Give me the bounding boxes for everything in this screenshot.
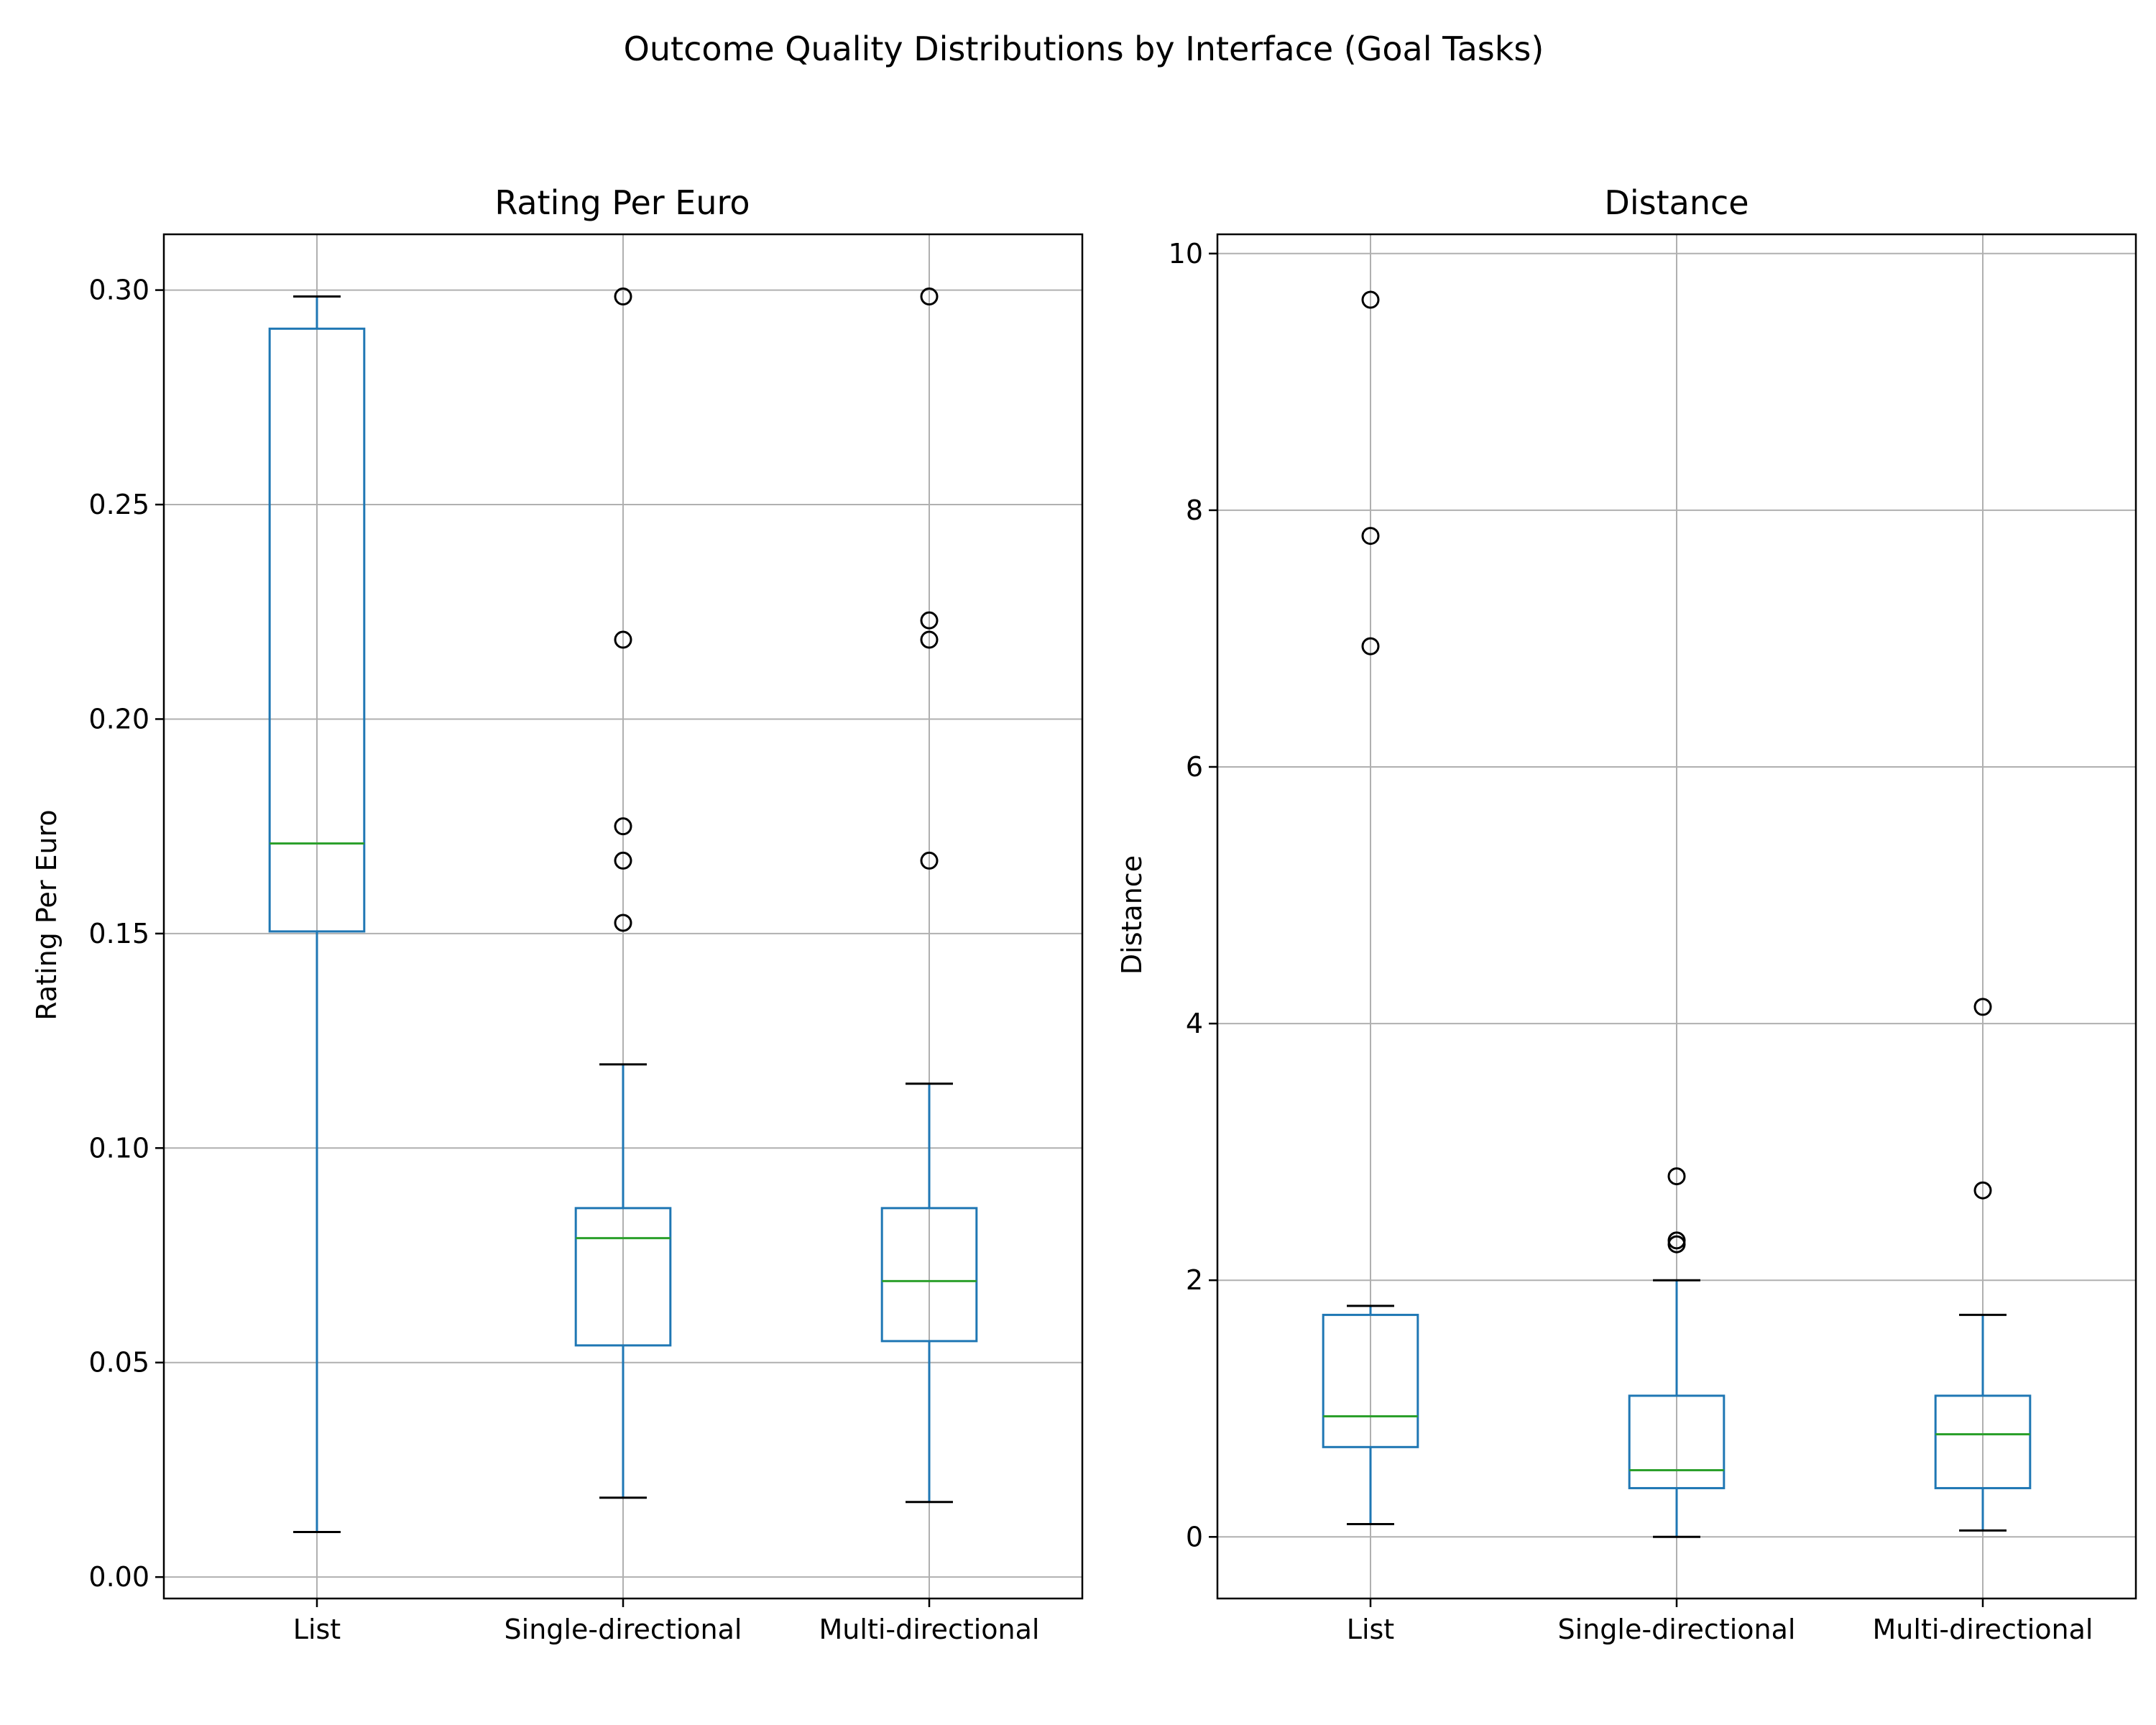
y-tick-label: 10 [1169, 238, 1203, 270]
y-axis-label: Rating Per Euro [31, 809, 63, 1020]
outlier-point [614, 817, 632, 836]
x-tick-label: Multi-directional [1873, 1614, 2093, 1645]
box-plot-list [268, 295, 366, 1533]
y-tick-label: 0.25 [88, 489, 149, 520]
outlier-point [1361, 290, 1380, 309]
outlier-point [614, 851, 632, 870]
y-tick-label: 0.15 [88, 918, 149, 949]
outlier-point [1361, 527, 1380, 546]
y-tick-label: 0 [1186, 1521, 1203, 1552]
x-axis: List Single-directional Multi-directional [293, 1598, 1040, 1645]
box-plot-single-directional [1628, 1167, 1726, 1538]
outlier-point [920, 851, 939, 870]
y-tick-label: 6 [1186, 751, 1203, 783]
y-axis: 0.00 0.05 0.10 0.15 0.20 0.25 0.30 [88, 275, 164, 1593]
outlier-point [920, 630, 939, 649]
outlier-point [1667, 1235, 1686, 1254]
y-tick-label: 2 [1186, 1264, 1203, 1296]
outlier-point [614, 914, 632, 932]
outlier-point [1973, 998, 1992, 1016]
x-tick-label: Multi-directional [819, 1614, 1040, 1645]
x-tick-label: Single-directional [1558, 1614, 1796, 1645]
x-axis: List Single-directional Multi-directional [1347, 1598, 2093, 1645]
box-plot-single-directional [574, 288, 672, 1499]
box-plot-multi-directional [1934, 998, 2032, 1532]
x-tick-label: List [293, 1614, 341, 1645]
y-tick-label: 0.30 [88, 275, 149, 306]
outlier-point [614, 288, 632, 306]
outlier-point [920, 288, 939, 306]
iqr-box [1628, 1394, 1726, 1489]
distance-panel: Distance Distance 0 2 4 6 8 10 List Single-dire… [1116, 183, 2137, 1645]
outlier-point [1973, 1181, 1992, 1200]
figure-title: Outcome Quality Distributions by Interfa… [624, 29, 1544, 68]
panel-title: Distance [1604, 183, 1749, 222]
panel-title: Rating Per Euro [494, 183, 750, 222]
box-plot-list [1322, 290, 1419, 1525]
iqr-box [1322, 1313, 1419, 1448]
y-tick-label: 0.05 [88, 1347, 149, 1379]
iqr-box [880, 1207, 978, 1343]
rating-per-euro-panel: Rating Per Euro Rating Per Euro 0.00 0.05… [31, 183, 1084, 1645]
y-tick-label: 8 [1186, 494, 1203, 526]
outlier-point [1667, 1167, 1686, 1186]
y-tick-label: 0.00 [88, 1561, 149, 1593]
y-tick-label: 0.20 [88, 703, 149, 735]
x-tick-label: Single-directional [505, 1614, 742, 1645]
y-axis: 0 2 4 6 8 10 [1169, 238, 1217, 1552]
box-plot-multi-directional [880, 288, 978, 1504]
iqr-box [574, 1207, 672, 1347]
outlier-point [1361, 637, 1380, 656]
iqr-box [1934, 1394, 2032, 1489]
y-axis-label: Distance [1116, 855, 1148, 975]
y-tick-label: 4 [1186, 1008, 1203, 1039]
x-tick-label: List [1347, 1614, 1394, 1645]
y-tick-label: 0.10 [88, 1132, 149, 1164]
outlier-point [920, 611, 939, 630]
outlier-point [614, 630, 632, 649]
iqr-box [268, 327, 366, 933]
